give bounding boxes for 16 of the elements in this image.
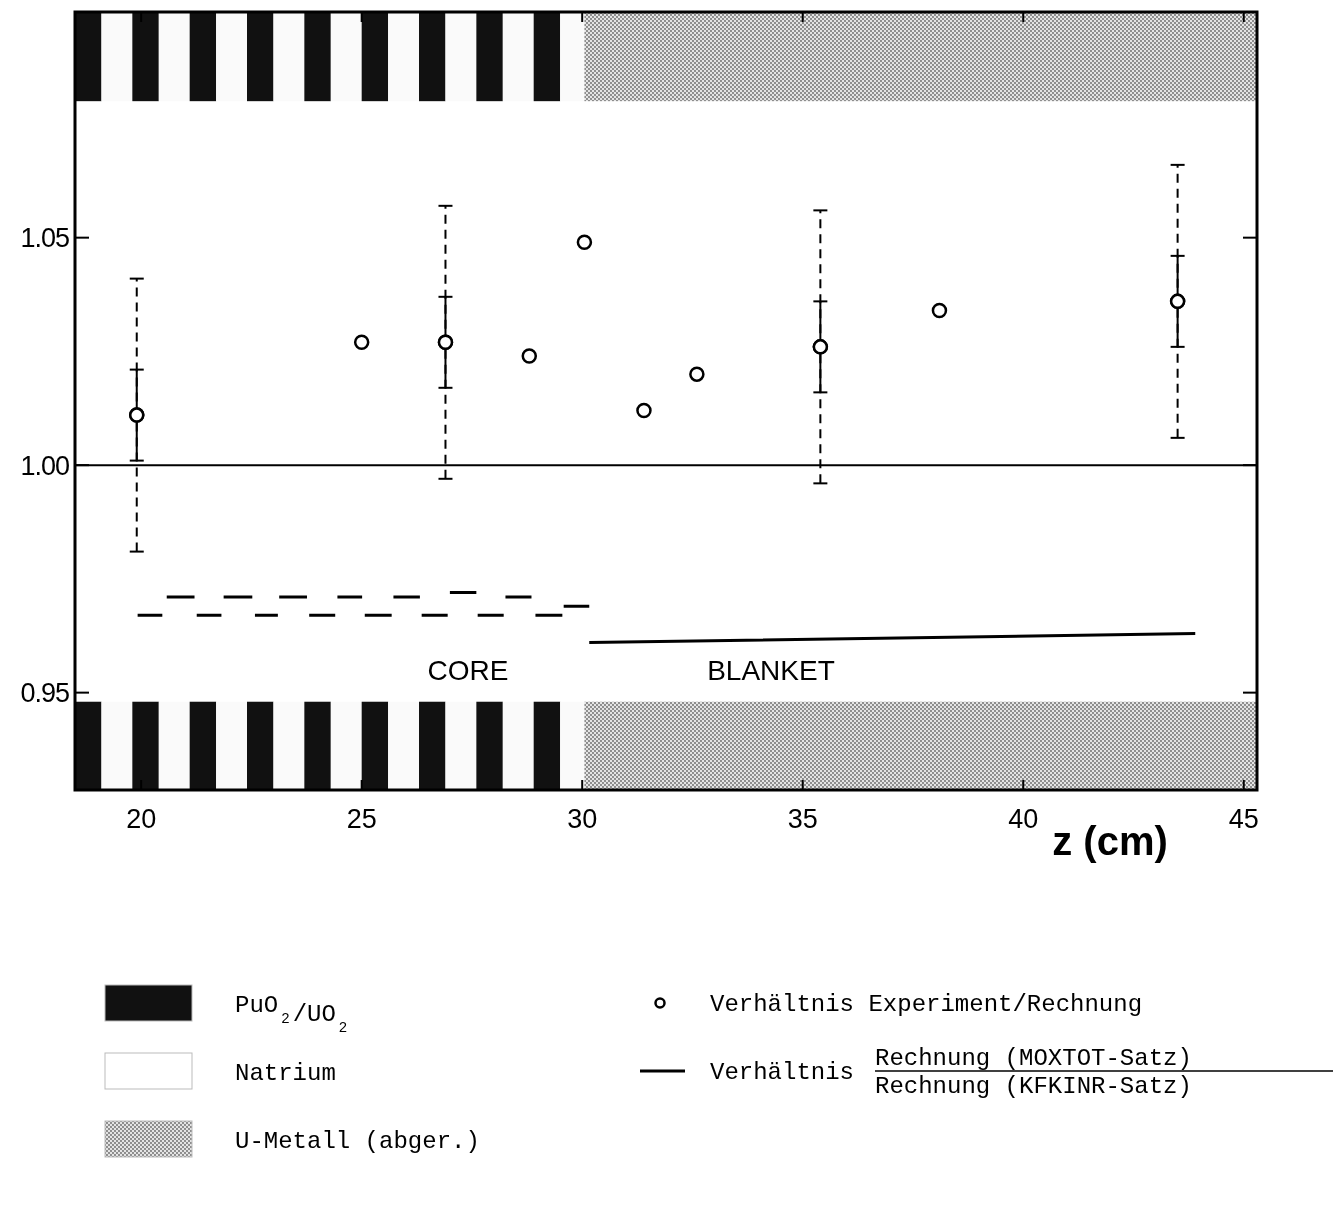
text: Natrium <box>235 1060 336 1087</box>
y-tick-label: 0.95 <box>20 678 69 709</box>
annotation: CORE <box>427 655 509 686</box>
legend-label: Verhältnis Experiment/Rechnung <box>710 991 1143 1018</box>
y-tick-label: 1.00 <box>20 450 69 481</box>
x-axis-title: z (cm) <box>1052 819 1168 863</box>
x-tick-label: 25 <box>346 804 377 834</box>
x-tick-label: 20 <box>126 804 157 834</box>
x-tick-label: 35 <box>787 804 818 834</box>
annotation: BLANKET <box>707 655 835 686</box>
x-tick-label: 30 <box>567 804 598 834</box>
text: U-Metall (abger.) <box>235 1128 480 1155</box>
x-tick-label: 45 <box>1228 804 1259 834</box>
text: PuO₂/UO₂ <box>235 992 351 1037</box>
x-tick-label: 40 <box>1008 804 1039 834</box>
y-tick-label: 1.05 <box>20 223 69 254</box>
